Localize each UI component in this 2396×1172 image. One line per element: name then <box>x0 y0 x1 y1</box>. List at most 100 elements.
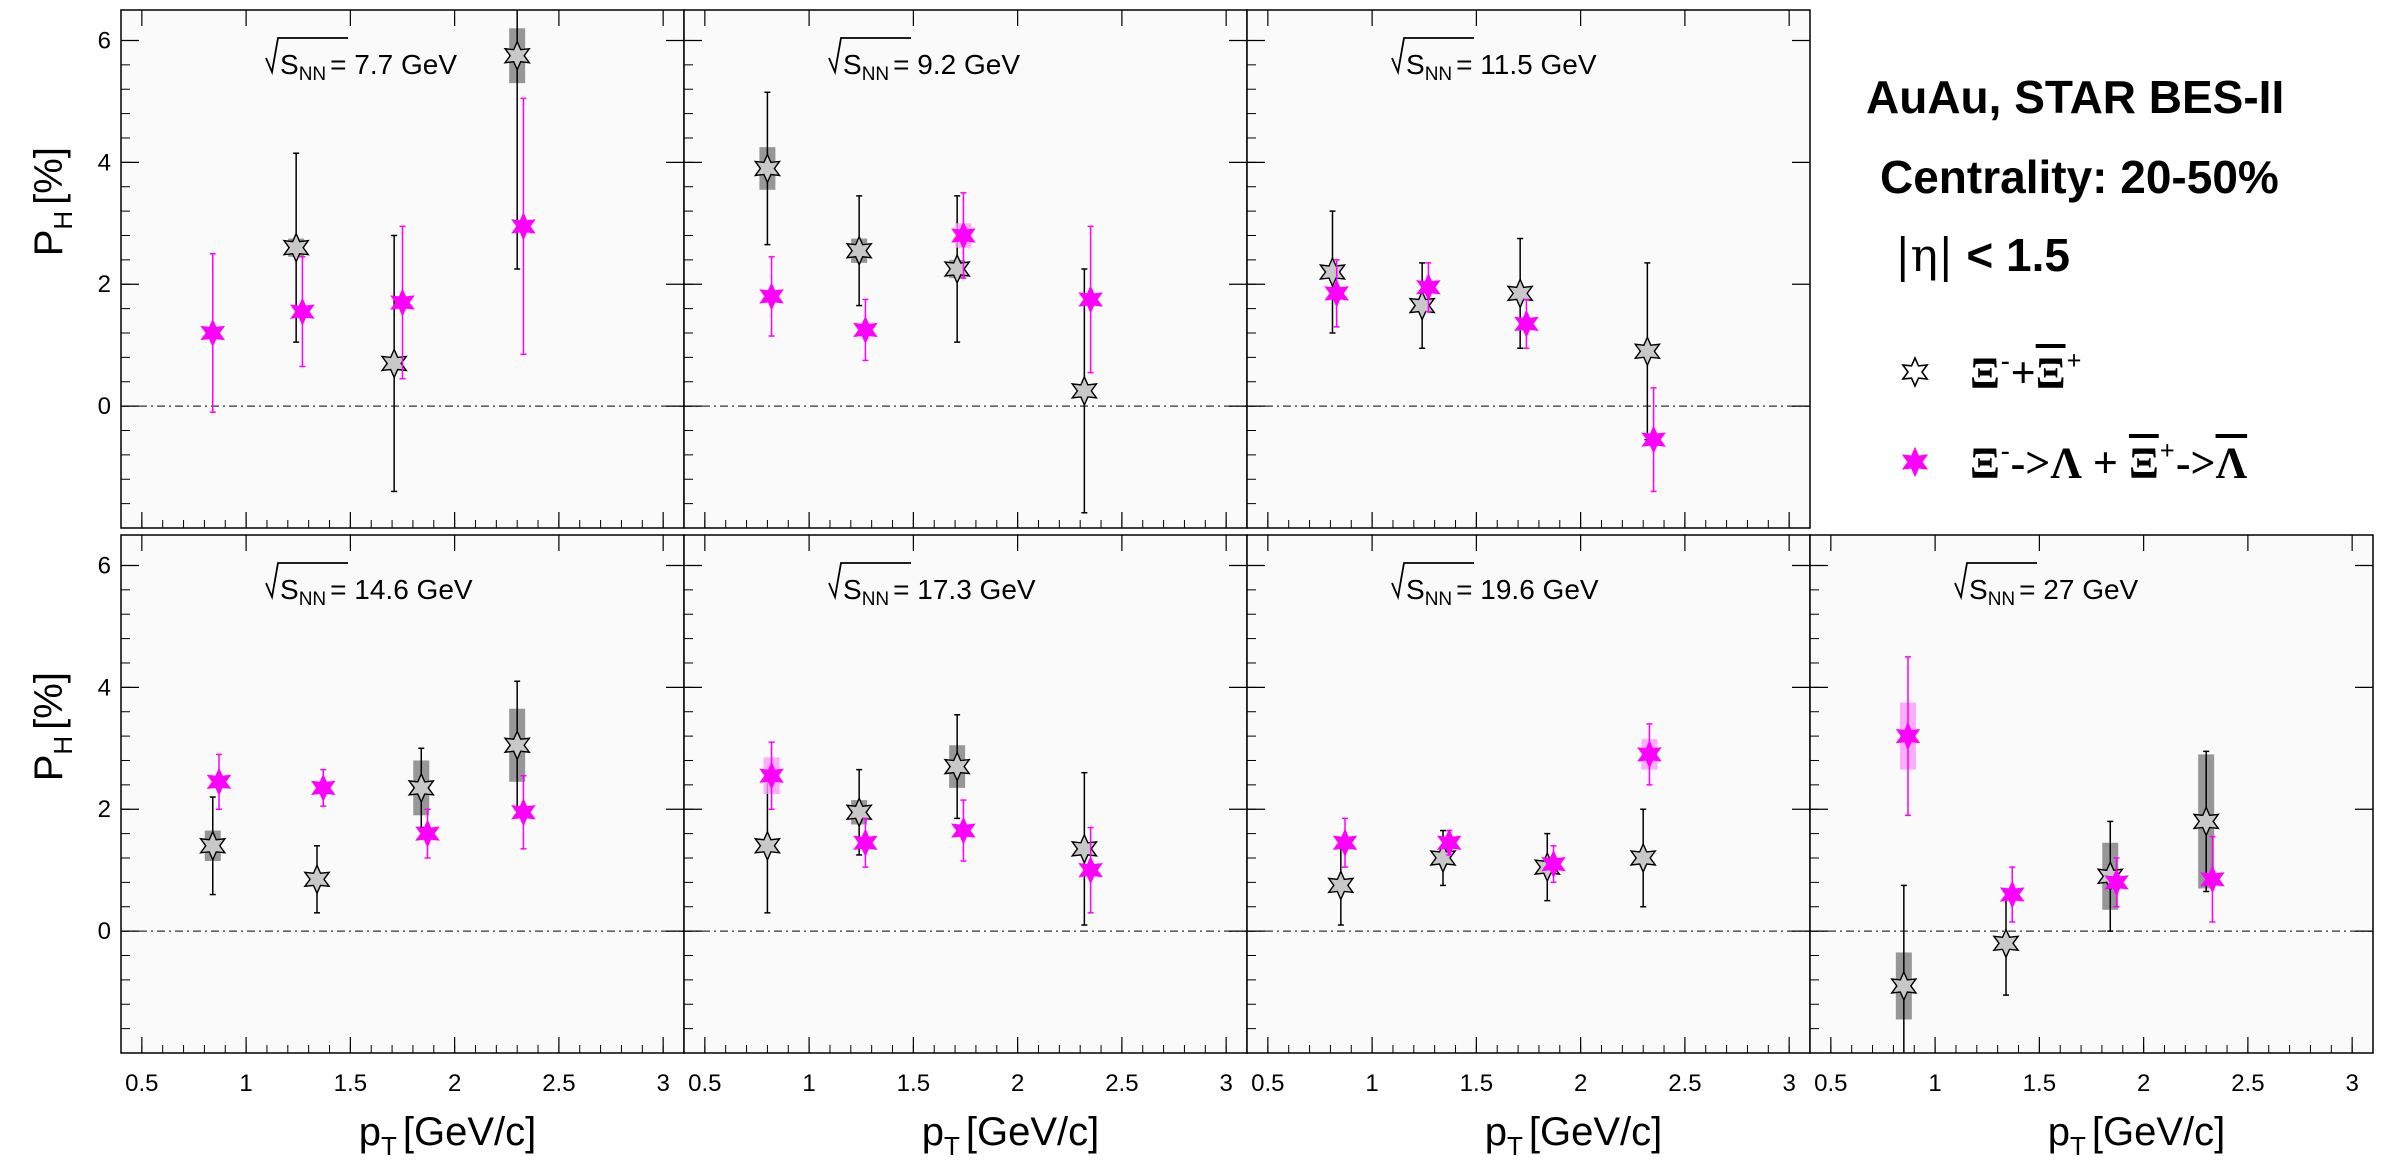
xi-lambda-point <box>853 315 878 345</box>
x-tick-label: 1.5 <box>334 1070 367 1097</box>
xi-lambda-point <box>290 297 315 326</box>
x-tick-label: 1.5 <box>2023 1070 2056 1097</box>
legend-label-xi-lambda: Ξ-->Λ + Ξ+->Λ <box>1970 435 2247 488</box>
y-axis-label: PH [%] <box>27 672 78 781</box>
y-tick-label: 4 <box>98 149 111 176</box>
sqrt-sign <box>265 37 348 76</box>
energy-label: SNN = 27 GeV <box>1969 574 2139 610</box>
eta-cut: < 1.5 <box>1966 229 2070 281</box>
panel-frame <box>1246 534 1811 1054</box>
x-tick-label: 1.5 <box>1460 1070 1493 1097</box>
xi-lambda-point <box>1999 880 2025 909</box>
energy-label-value: = 14.6 GeV <box>330 574 473 605</box>
xi-point <box>2192 805 2220 838</box>
legend2-xibar-symbol: Ξ <box>2128 438 2159 488</box>
xi-lambda-point <box>206 767 232 797</box>
xi-lambda-point <box>1324 279 1349 308</box>
energy-label: SNN = 7.7 GeV <box>280 49 457 85</box>
xi-lambda-point <box>1641 425 1666 454</box>
x-tick-label: 3 <box>1219 1070 1232 1097</box>
xi-lambda-point <box>951 221 976 250</box>
x-axis-label: pT [GeV/c] <box>922 1110 1100 1161</box>
energy-label-sub: NN <box>299 589 326 610</box>
x-tick-label: 2 <box>448 1070 461 1097</box>
sqrt-sign <box>828 37 911 76</box>
x-tick-label: 2.5 <box>542 1070 575 1097</box>
x-axis-label: pT [GeV/c] <box>2048 1110 2226 1161</box>
panel-3: 0.5 1 1.5 2 2.5 3 pT [GeV/c] 0 2 4 6 PH [%] SNN = 14.6 … <box>27 534 685 1161</box>
xi-lambda-point <box>390 288 415 317</box>
info-centrality: Centrality: 20-50% <box>1880 151 2279 203</box>
x-axis-label-main: p <box>2048 1110 2070 1154</box>
energy-label-s: S <box>1969 574 1988 605</box>
xi-lambda-point <box>759 761 784 790</box>
x-axis-label-main: p <box>359 1110 381 1154</box>
y-tick-label: 6 <box>98 27 111 54</box>
xi-lambda-point <box>1541 849 1566 879</box>
y-tick-label: 2 <box>98 796 111 823</box>
x-tick-label: 2.5 <box>1668 1070 1701 1097</box>
xi-point <box>1629 842 1657 874</box>
x-axis-label-sub: T <box>2070 1131 2086 1161</box>
panel-1: SNN = 9.2 GeV <box>683 9 1248 529</box>
panel-frame <box>1809 534 2374 1054</box>
xi-lambda-point <box>2104 868 2129 897</box>
info-eta: |η| < 1.5 <box>1895 228 2070 282</box>
y-tick-label: 6 <box>98 552 111 579</box>
x-tick-label: 1 <box>239 1070 252 1097</box>
legend2-lambda: Λ <box>2050 438 2082 488</box>
energy-label-sub: NN <box>1425 64 1452 85</box>
energy-label-sub: NN <box>1425 589 1452 610</box>
y-tick-label: 0 <box>98 393 111 420</box>
panel-0: 0 2 4 6 PH [%] SNN = 7.7 GeV <box>27 9 685 529</box>
x-axis-label-main: p <box>922 1110 944 1154</box>
x-tick-label: 0.5 <box>1814 1070 1847 1097</box>
energy-label-value: = 27 GeV <box>2019 574 2138 605</box>
panel-frame <box>683 9 1248 529</box>
xi-lambda-point <box>200 318 226 348</box>
xi-point <box>845 234 873 267</box>
xi-point <box>753 152 782 185</box>
xi-lambda-point <box>1416 273 1441 302</box>
legend-entry-xi-lambda: Ξ-->Λ + Ξ+->Λ <box>1898 430 2247 494</box>
eta-symbol: |η| <box>1895 228 1954 282</box>
x-axis-label: pT [GeV/c] <box>1485 1110 1663 1161</box>
energy-label: SNN = 9.2 GeV <box>843 49 1020 85</box>
filled-star-icon <box>1901 446 1929 478</box>
y-axis-label-unit: [%] <box>27 672 71 730</box>
energy-label-value: = 9.2 GeV <box>893 49 1020 80</box>
x-tick-label: 1.5 <box>897 1070 930 1097</box>
sqrt-sign <box>265 562 348 601</box>
legend-plus-op: + <box>2010 348 2036 398</box>
xi-point <box>407 772 435 804</box>
y-axis-label-sub: H <box>48 211 78 230</box>
xi-lambda-point <box>1895 721 1921 751</box>
panel-2: SNN = 11.5 GeV <box>1246 9 1811 529</box>
xi-lambda-point <box>511 798 536 827</box>
x-tick-label: 1 <box>802 1070 815 1097</box>
legend-entry-xi: Ξ-+Ξ+ <box>1898 340 2083 404</box>
xi-lambda-point <box>415 819 440 848</box>
panel-4: 0.5 1 1.5 2 2.5 3 pT [GeV/c] SNN = 17.3 GeV <box>683 534 1248 1161</box>
energy-label-value: = 7.7 GeV <box>330 49 457 80</box>
y-axis-label-main: P <box>27 230 71 257</box>
info-collision: AuAu, STAR BES-II <box>1866 71 2285 123</box>
xi-point <box>1327 869 1355 902</box>
x-tick-label: 3 <box>1782 1070 1795 1097</box>
sqrt-sign <box>1954 562 2037 601</box>
xi-point <box>1429 842 1457 874</box>
energy-label: SNN = 14.6 GeV <box>280 574 473 610</box>
y-axis-label-sub: H <box>48 736 78 755</box>
energy-label-sub: NN <box>862 589 889 610</box>
xi-point <box>303 863 331 896</box>
x-axis-label-unit: [GeV/c] <box>403 1110 536 1154</box>
x-axis-label-unit: [GeV/c] <box>966 1110 1099 1154</box>
x-tick-label: 1 <box>1928 1070 1941 1097</box>
legend2-xibar-charge: + <box>2159 435 2175 466</box>
legend-xi-symbol: Ξ <box>1970 348 2000 398</box>
y-tick-label: 0 <box>98 918 111 945</box>
xi-lambda-point <box>1637 740 1662 769</box>
xi-point <box>1890 970 1918 1002</box>
